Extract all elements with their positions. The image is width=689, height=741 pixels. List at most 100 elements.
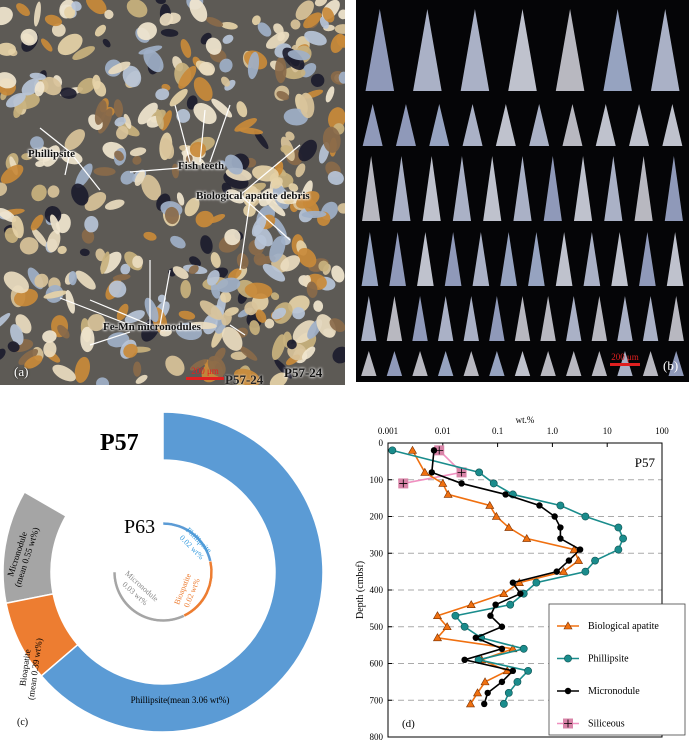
fish-tooth xyxy=(566,351,582,376)
sediment-grain xyxy=(336,34,345,48)
sediment-grain xyxy=(273,23,284,35)
sediment-grain xyxy=(171,163,180,179)
sediment-grain xyxy=(64,6,76,19)
sediment-grain xyxy=(135,374,148,384)
sediment-grain xyxy=(338,71,345,84)
sediment-grain xyxy=(265,198,286,217)
sediment-grain xyxy=(251,215,267,237)
x-tick-label: 100 xyxy=(655,426,669,436)
sediment-grain xyxy=(275,56,287,84)
sediment-grain xyxy=(71,183,89,206)
sediment-grain xyxy=(84,192,107,211)
sediment-grain xyxy=(123,113,132,129)
fish-tooth xyxy=(513,156,532,221)
sediment-grain xyxy=(79,248,90,257)
series-siliceous xyxy=(398,445,467,489)
sediment-grain xyxy=(243,204,256,217)
leader-line xyxy=(239,194,291,241)
fish-tooth xyxy=(573,156,593,221)
leader-line xyxy=(159,269,171,326)
sediment-grain xyxy=(287,50,311,61)
sediment-grain xyxy=(33,1,41,27)
sediment-grain xyxy=(34,273,49,288)
point-phillipsite xyxy=(581,567,590,576)
sediment-grain xyxy=(329,318,345,333)
sediment-grain xyxy=(52,364,76,382)
sediment-grain xyxy=(283,193,295,205)
sediment-grain xyxy=(215,363,224,379)
fish-tooth xyxy=(528,232,545,286)
sediment-grain xyxy=(72,46,95,60)
sediment-grain xyxy=(292,307,305,320)
sediment-grain xyxy=(224,228,241,246)
fish-teeth-specimens xyxy=(361,9,684,376)
point-phillipsite xyxy=(506,600,515,609)
sediment-grain xyxy=(188,264,199,275)
point-micronodule xyxy=(498,678,506,686)
sediment-grain xyxy=(189,321,217,330)
point-biological-apatite xyxy=(499,589,509,597)
ring-label-p57: P57 xyxy=(100,430,139,456)
sediment-grain xyxy=(71,1,82,11)
fish-tooth xyxy=(668,351,684,376)
sediment-grain xyxy=(21,153,33,161)
sediment-grain xyxy=(104,9,114,20)
point-biological-apatite xyxy=(465,699,475,708)
sediment-grain xyxy=(114,116,126,127)
y-tick-label: 700 xyxy=(370,695,384,705)
leader-line xyxy=(69,151,101,191)
leader-line xyxy=(199,109,206,163)
sediment-grain xyxy=(0,312,11,331)
sediment-grain xyxy=(16,3,30,17)
fish-tooth xyxy=(629,104,650,146)
fish-tooth xyxy=(361,232,379,286)
sediment-grain xyxy=(264,318,275,329)
sediment-grain xyxy=(193,77,213,102)
fish-tooth xyxy=(591,351,608,376)
sediment-grain xyxy=(112,274,131,281)
leader-line xyxy=(89,331,131,346)
sediment-grain xyxy=(178,310,196,320)
panel-b-photo: 200 μm (b) xyxy=(356,0,689,382)
sediment-grain xyxy=(276,90,289,101)
point-phillipsite xyxy=(460,622,469,631)
y-tick-label: 200 xyxy=(370,512,384,522)
fish-tooth xyxy=(422,156,441,221)
annotation-fish-teeth: Fish teeth xyxy=(178,160,225,172)
point-phillipsite xyxy=(619,534,627,543)
donut-slice-p57-0 xyxy=(40,411,324,733)
panel-a-label: (a) xyxy=(14,364,29,379)
sediment-grain xyxy=(74,356,91,383)
sediment-grain xyxy=(314,0,328,7)
fish-tooth xyxy=(452,156,472,221)
sediment-grain xyxy=(40,38,53,52)
sediment-grain xyxy=(75,163,93,188)
y-tick-label: 500 xyxy=(370,622,384,632)
point-phillipsite xyxy=(591,556,599,565)
sediment-grain xyxy=(200,235,213,254)
sediment-grain xyxy=(3,271,29,294)
sediment-grain xyxy=(117,121,140,137)
series-phillipsite xyxy=(388,446,627,708)
fish-tooth xyxy=(413,9,442,91)
annotation-leader-lines xyxy=(0,0,345,385)
point-biological-apatite xyxy=(466,600,476,608)
legend-label-biological-apatite: Biological apatite xyxy=(588,621,659,632)
point-biological-apatite xyxy=(574,555,584,564)
sediment-grain xyxy=(51,23,66,37)
fish-tooth xyxy=(566,296,582,341)
fish-tooth xyxy=(412,351,428,376)
sediment-grain xyxy=(59,87,77,99)
point-phillipsite xyxy=(614,545,623,554)
sediment-grain xyxy=(155,0,166,5)
sediment-grain xyxy=(24,355,43,369)
sediment-grain xyxy=(160,28,179,37)
fish-tooth xyxy=(437,296,454,341)
fish-tooth xyxy=(634,156,653,221)
sediment-grain xyxy=(161,110,172,131)
sediment-grain xyxy=(189,256,201,267)
sediment-grain xyxy=(216,277,241,293)
sediment-grain xyxy=(238,127,264,135)
point-phillipsite xyxy=(581,512,590,521)
fish-tooth xyxy=(417,232,434,286)
